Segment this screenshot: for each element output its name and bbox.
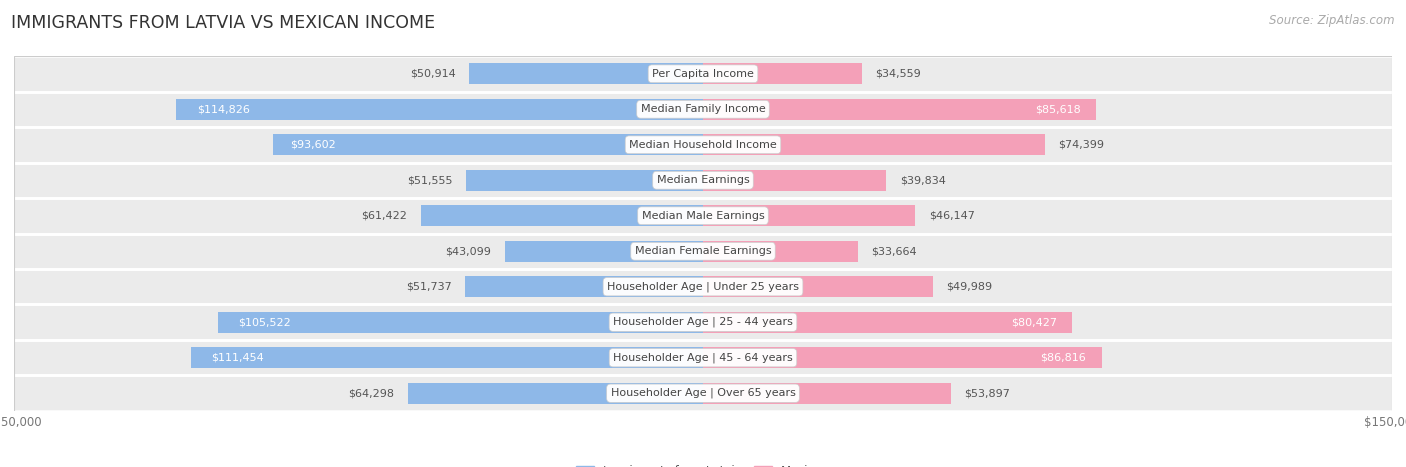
Text: Median Family Income: Median Family Income: [641, 104, 765, 114]
Bar: [703, 347, 1102, 368]
Bar: [465, 276, 703, 297]
Text: $43,099: $43,099: [446, 246, 491, 256]
Text: $53,897: $53,897: [965, 388, 1010, 398]
Text: Median Household Income: Median Household Income: [628, 140, 778, 150]
Bar: [703, 241, 858, 262]
Bar: [14, 269, 1392, 304]
Bar: [703, 383, 950, 403]
Bar: [14, 92, 1392, 127]
Bar: [14, 127, 1392, 163]
Bar: [505, 241, 703, 262]
Bar: [470, 64, 703, 84]
Text: $51,737: $51,737: [406, 282, 451, 292]
Bar: [218, 312, 703, 333]
Text: $86,816: $86,816: [1040, 353, 1085, 363]
Bar: [703, 312, 1073, 333]
Text: $39,834: $39,834: [900, 175, 946, 185]
Text: $61,422: $61,422: [361, 211, 408, 221]
Bar: [14, 198, 1392, 234]
Bar: [703, 99, 1097, 120]
Text: Householder Age | 45 - 64 years: Householder Age | 45 - 64 years: [613, 353, 793, 363]
Text: $34,559: $34,559: [876, 69, 921, 79]
Bar: [703, 276, 932, 297]
Text: Source: ZipAtlas.com: Source: ZipAtlas.com: [1270, 14, 1395, 27]
Text: $105,522: $105,522: [238, 317, 291, 327]
Text: $33,664: $33,664: [872, 246, 917, 256]
Text: Median Earnings: Median Earnings: [657, 175, 749, 185]
Text: $49,989: $49,989: [946, 282, 993, 292]
Bar: [14, 163, 1392, 198]
Bar: [467, 170, 703, 191]
Bar: [14, 375, 1392, 411]
Text: $64,298: $64,298: [347, 388, 394, 398]
Bar: [420, 205, 703, 226]
Legend: Immigrants from Latvia, Mexican: Immigrants from Latvia, Mexican: [571, 460, 835, 467]
Text: $93,602: $93,602: [290, 140, 336, 150]
Text: IMMIGRANTS FROM LATVIA VS MEXICAN INCOME: IMMIGRANTS FROM LATVIA VS MEXICAN INCOME: [11, 14, 436, 32]
Bar: [14, 56, 1392, 92]
Text: $111,454: $111,454: [211, 353, 264, 363]
Bar: [703, 205, 915, 226]
Text: $51,555: $51,555: [406, 175, 453, 185]
Bar: [408, 383, 703, 403]
Text: Median Male Earnings: Median Male Earnings: [641, 211, 765, 221]
Text: $46,147: $46,147: [929, 211, 974, 221]
Text: $50,914: $50,914: [409, 69, 456, 79]
Text: $114,826: $114,826: [197, 104, 250, 114]
Text: Householder Age | Under 25 years: Householder Age | Under 25 years: [607, 282, 799, 292]
Text: $85,618: $85,618: [1035, 104, 1080, 114]
Text: Per Capita Income: Per Capita Income: [652, 69, 754, 79]
Text: $74,399: $74,399: [1059, 140, 1105, 150]
Text: $80,427: $80,427: [1012, 317, 1057, 327]
Bar: [703, 64, 862, 84]
Bar: [14, 340, 1392, 375]
Bar: [191, 347, 703, 368]
Text: Median Female Earnings: Median Female Earnings: [634, 246, 772, 256]
Bar: [14, 234, 1392, 269]
Text: Householder Age | 25 - 44 years: Householder Age | 25 - 44 years: [613, 317, 793, 327]
Bar: [703, 170, 886, 191]
Bar: [176, 99, 703, 120]
Text: Householder Age | Over 65 years: Householder Age | Over 65 years: [610, 388, 796, 398]
Bar: [703, 134, 1045, 155]
Bar: [14, 304, 1392, 340]
Bar: [273, 134, 703, 155]
